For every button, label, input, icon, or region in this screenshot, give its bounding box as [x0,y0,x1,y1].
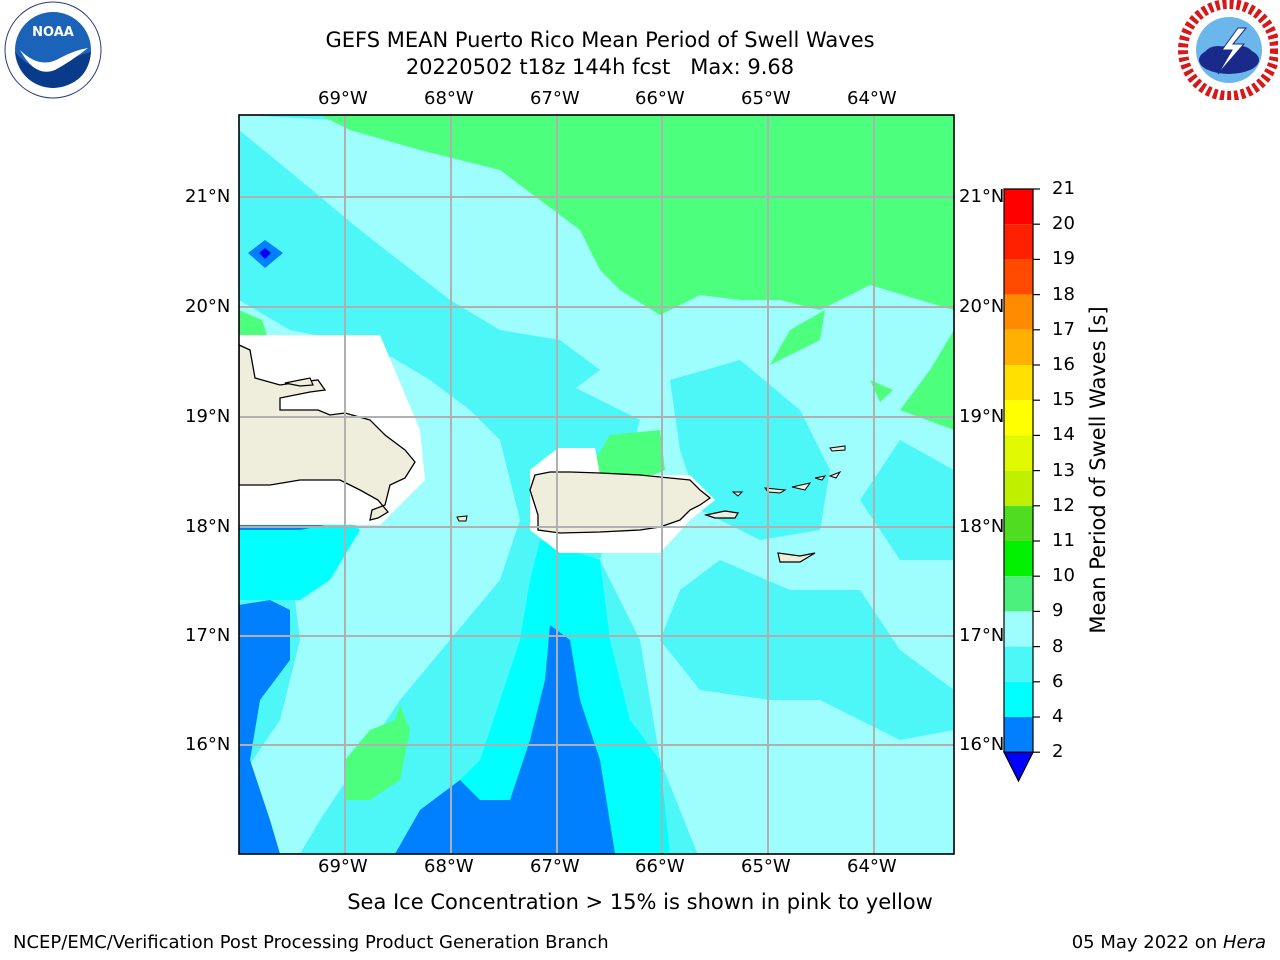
land-vieques [703,510,739,519]
colorbar-tick: 6 [1052,671,1064,692]
contour-6-8-pocket-c [860,440,954,560]
lon-label-top-69w: 69°W [318,88,368,109]
lat-label-right-18n: 18°N [959,516,1004,537]
land-culebra [731,491,744,497]
contour-6-8-north [239,200,600,400]
footer-date: 05 May 2022 on [1071,932,1223,953]
land-virgin-gorda [828,470,842,479]
lat-label-right-17n: 17°N [959,625,1004,646]
colorbar-tick: 19 [1052,248,1075,269]
colorbar-tick: 8 [1052,636,1064,657]
lon-label-bottom-68w: 68°W [424,856,474,877]
colorbar-tick: 12 [1052,495,1075,516]
contour-9-10-patch-a [770,310,825,365]
chart-subtitle: 20220502 t18z 144h fcst Max: 9.68 [405,55,795,79]
lat-label-right-16n: 16°N [959,734,1004,755]
land-hispaniola [239,344,416,521]
colorbar-tick: 2 [1052,741,1064,762]
land-tortuga [284,377,314,387]
lat-label-right-19n: 19°N [959,406,1004,427]
land-st-croix [777,552,816,563]
contour-2-4-b [239,600,290,854]
lat-label-left-16n: 16°N [185,734,231,755]
lon-label-top-66w: 66°W [635,88,685,109]
lat-label-left-17n: 17°N [185,625,231,646]
contour-6-8-pocket-b [660,560,954,740]
lat-label-left-21n: 21°N [185,186,231,207]
colorbar-tick: 16 [1052,354,1075,375]
lon-label-top-65w: 65°W [741,88,791,109]
colorbar-tick: 11 [1052,530,1075,551]
nws-logo [1178,0,1278,100]
colorbar-tick: 20 [1052,213,1075,234]
contour-below-2-dot [259,248,271,259]
footer-right: 05 May 2022 on Hera [1072,932,1266,953]
map-grid [239,115,954,854]
lat-label-right-21n: 21°N [959,186,1004,207]
chart-title: GEFS MEAN Puerto Rico Mean Period of Swe… [325,28,875,52]
footer-left: NCEP/EMC/Verification Post Processing Pr… [13,932,609,953]
contour-9-10-north [320,115,954,315]
colorbar-tick: 17 [1052,319,1075,340]
land-tortola [814,475,827,481]
lat-label-left-18n: 18°N [185,516,231,537]
colorbar-tick: 13 [1052,460,1075,481]
noaa-logo-text: NOAA [32,25,74,40]
footer-host: Hera [1222,932,1266,953]
map-frame [238,114,955,855]
land-puerto-rico [529,471,712,534]
lat-label-right-20n: 20°N [959,296,1004,317]
colorbar-tick: 18 [1052,284,1075,305]
contour-9-10-patch-b [870,380,893,402]
colorbar [1003,188,1040,783]
lon-label-bottom-67w: 67°W [530,856,580,877]
colorbar-tick: 10 [1052,565,1075,586]
contour-9-10-pr-north [595,430,665,480]
lon-label-bottom-65w: 65°W [741,856,791,877]
land-mona [456,515,468,522]
lat-label-left-19n: 19°N [185,406,231,427]
lon-label-top-67w: 67°W [530,88,580,109]
lon-label-bottom-66w: 66°W [635,856,685,877]
noaa-logo: NOAA [4,1,102,99]
sea-ice-caption: Sea Ice Concentration > 15% is shown in … [347,890,933,914]
lon-label-top-68w: 68°W [424,88,474,109]
land-anegada [829,445,846,452]
colorbar-tick: 21 [1052,178,1075,199]
colorbar-label: Mean Period of Swell Waves [s] [1086,306,1110,634]
lon-label-bottom-64w: 64°W [847,856,897,877]
lon-label-top-64w: 64°W [847,88,897,109]
colorbar-tick: 4 [1052,706,1064,727]
lat-label-left-20n: 20°N [185,296,231,317]
colorbar-extend-arrow [1003,751,1034,783]
swell-period-contours [239,115,954,854]
contour-9-10-south [345,705,410,800]
colorbar-tick: 14 [1052,424,1075,445]
colorbar-tick: 9 [1052,600,1064,621]
lon-label-bottom-69w: 69°W [318,856,368,877]
land-st-john [791,482,812,491]
contour-9-10-east [900,330,954,430]
colorbar-tick: 15 [1052,389,1075,410]
